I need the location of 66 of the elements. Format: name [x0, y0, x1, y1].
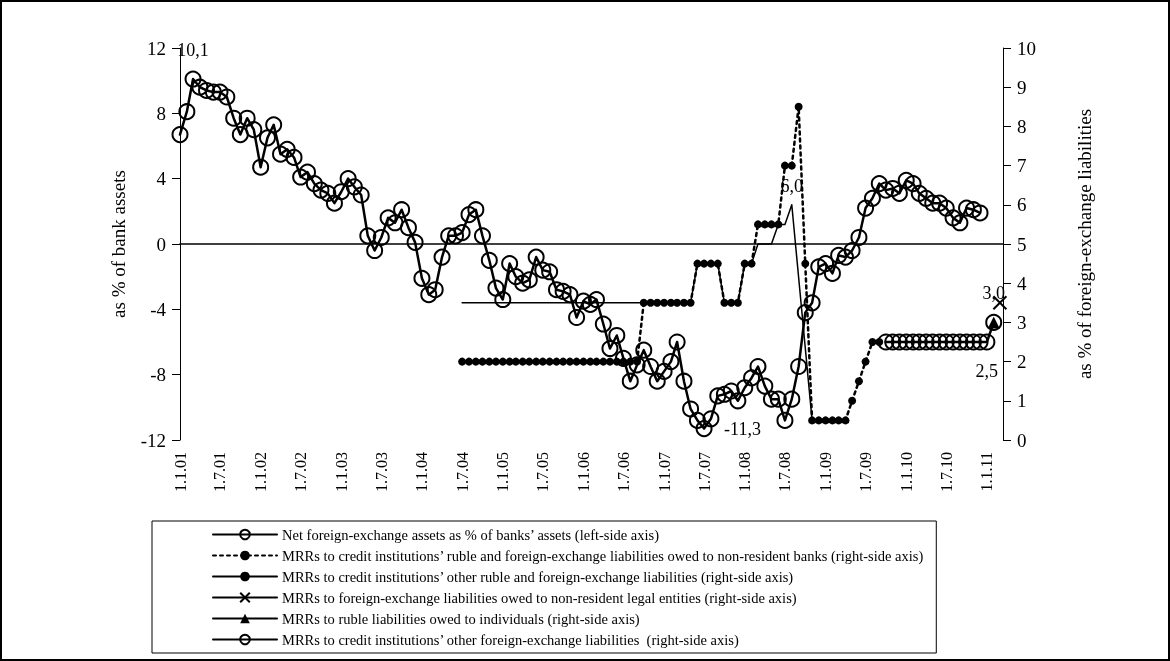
point [904, 333, 922, 351]
y2-axis-title: as % of foreign-exchange liabilities [1073, 108, 1095, 380]
point [958, 333, 976, 351]
point [917, 333, 935, 351]
point [910, 333, 928, 351]
y2-tick-label: 3 [1017, 311, 1027, 333]
point [897, 333, 915, 351]
point [971, 333, 989, 351]
y2-tick-label: 4 [1017, 272, 1027, 294]
legend-label: MRRs to credit institutions’ other foreign-exchange liabilities (right-side axis) [282, 631, 739, 649]
y2-tick-label: 9 [1017, 76, 1027, 98]
point [964, 333, 982, 351]
legend-label: MRRs to credit institutions’ other ruble and foreign-exchange liabilities (right-side axis) [282, 568, 794, 586]
y-tick-label: 12 [147, 37, 166, 59]
y-tick-label: 4 [156, 168, 167, 190]
x-tick-label: 1.7.07 [695, 452, 713, 492]
y-axis-title: as % of bank assets [108, 170, 129, 318]
x-tick-label: 1.1.10 [897, 452, 915, 492]
legend-label: Net foreign-exchange assets as % of banks’ assets (left-side axis) [282, 526, 660, 544]
x-tick-label: 1.7.09 [857, 452, 875, 492]
y2-tick-label: 7 [1017, 155, 1027, 177]
y2-tick-label: 2 [1017, 351, 1027, 373]
x-tick-label: 1.7.02 [292, 452, 310, 492]
x-tick-label: 1.7.06 [614, 452, 632, 492]
x-tick-label: 1.1.11 [978, 452, 996, 492]
x-tick-label: 1.1.04 [413, 452, 431, 492]
legend-label: MRRs to foreign-exchange liabilities owed to non-resident legal entities (right-side axis) [282, 589, 797, 607]
x-tick-label: 1.1.02 [252, 452, 270, 492]
point [944, 333, 962, 351]
y2-tick-label: 0 [1017, 429, 1027, 451]
point [951, 333, 969, 351]
data-label: 2,5 [975, 361, 999, 381]
x-tick-label: 1.7.03 [372, 452, 390, 492]
y-tick-label: -8 [150, 364, 166, 386]
legend-label: MRRs to credit institutions’ ruble and foreign-exchange liabilities owed to non-resident banks (right-side axis) [282, 547, 924, 565]
point [877, 333, 895, 351]
y-tick-label: -4 [150, 298, 167, 320]
point [937, 333, 955, 351]
x-tick-label: 1.7.04 [453, 452, 471, 492]
x-tick-label: 1.1.01 [171, 452, 189, 492]
y2-tick-label: 6 [1017, 194, 1027, 216]
point [884, 333, 902, 351]
x-tick-label: 1.1.09 [817, 452, 835, 492]
data-label: 10,1 [177, 40, 209, 61]
x-tick-label: 1.1.08 [736, 452, 754, 492]
y-tick-label: 8 [156, 102, 166, 124]
y2-tick-label: 8 [1017, 115, 1027, 137]
point [924, 333, 942, 351]
x-tick-label: 1.1.05 [494, 452, 512, 492]
point [890, 333, 908, 351]
point [931, 333, 949, 351]
x-tick-label: 1.7.01 [211, 452, 229, 492]
y2-tick-label: 1 [1017, 390, 1027, 412]
x-tick-label: 1.7.10 [937, 452, 955, 492]
y-tick-label: 0 [156, 233, 166, 255]
y2-tick-label: 5 [1017, 233, 1027, 255]
point [978, 333, 996, 351]
x-tick-label: 1.7.08 [776, 452, 794, 492]
y2-tick-label: 10 [1017, 37, 1036, 59]
data-label: -11,3 [724, 418, 761, 439]
x-tick-label: 1.1.07 [655, 452, 673, 492]
y-tick-label: -12 [140, 429, 166, 451]
x-tick-label: 1.1.03 [332, 452, 350, 492]
x-tick-label: 1.1.06 [574, 452, 592, 492]
legend-label: MRRs to ruble liabilities owed to individuals (right-side axis) [282, 610, 640, 628]
x-tick-label: 1.7.05 [534, 452, 552, 492]
